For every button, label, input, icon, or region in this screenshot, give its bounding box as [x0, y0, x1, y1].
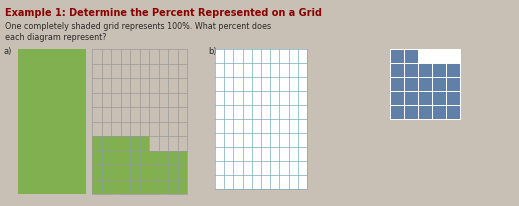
Bar: [92, 136, 149, 151]
Bar: [92, 50, 187, 194]
Bar: [418, 50, 460, 64]
Bar: [215, 50, 307, 189]
Bar: [18, 50, 86, 194]
Text: a): a): [3, 47, 11, 56]
Bar: [92, 151, 187, 194]
Text: each diagram represent?: each diagram represent?: [5, 33, 106, 42]
Text: One completely shaded grid represents 100%. What percent does: One completely shaded grid represents 10…: [5, 22, 271, 31]
Bar: [390, 50, 460, 119]
Text: Example 1: Determine the Percent Represented on a Grid: Example 1: Determine the Percent Represe…: [5, 8, 322, 18]
Text: b): b): [208, 47, 216, 56]
